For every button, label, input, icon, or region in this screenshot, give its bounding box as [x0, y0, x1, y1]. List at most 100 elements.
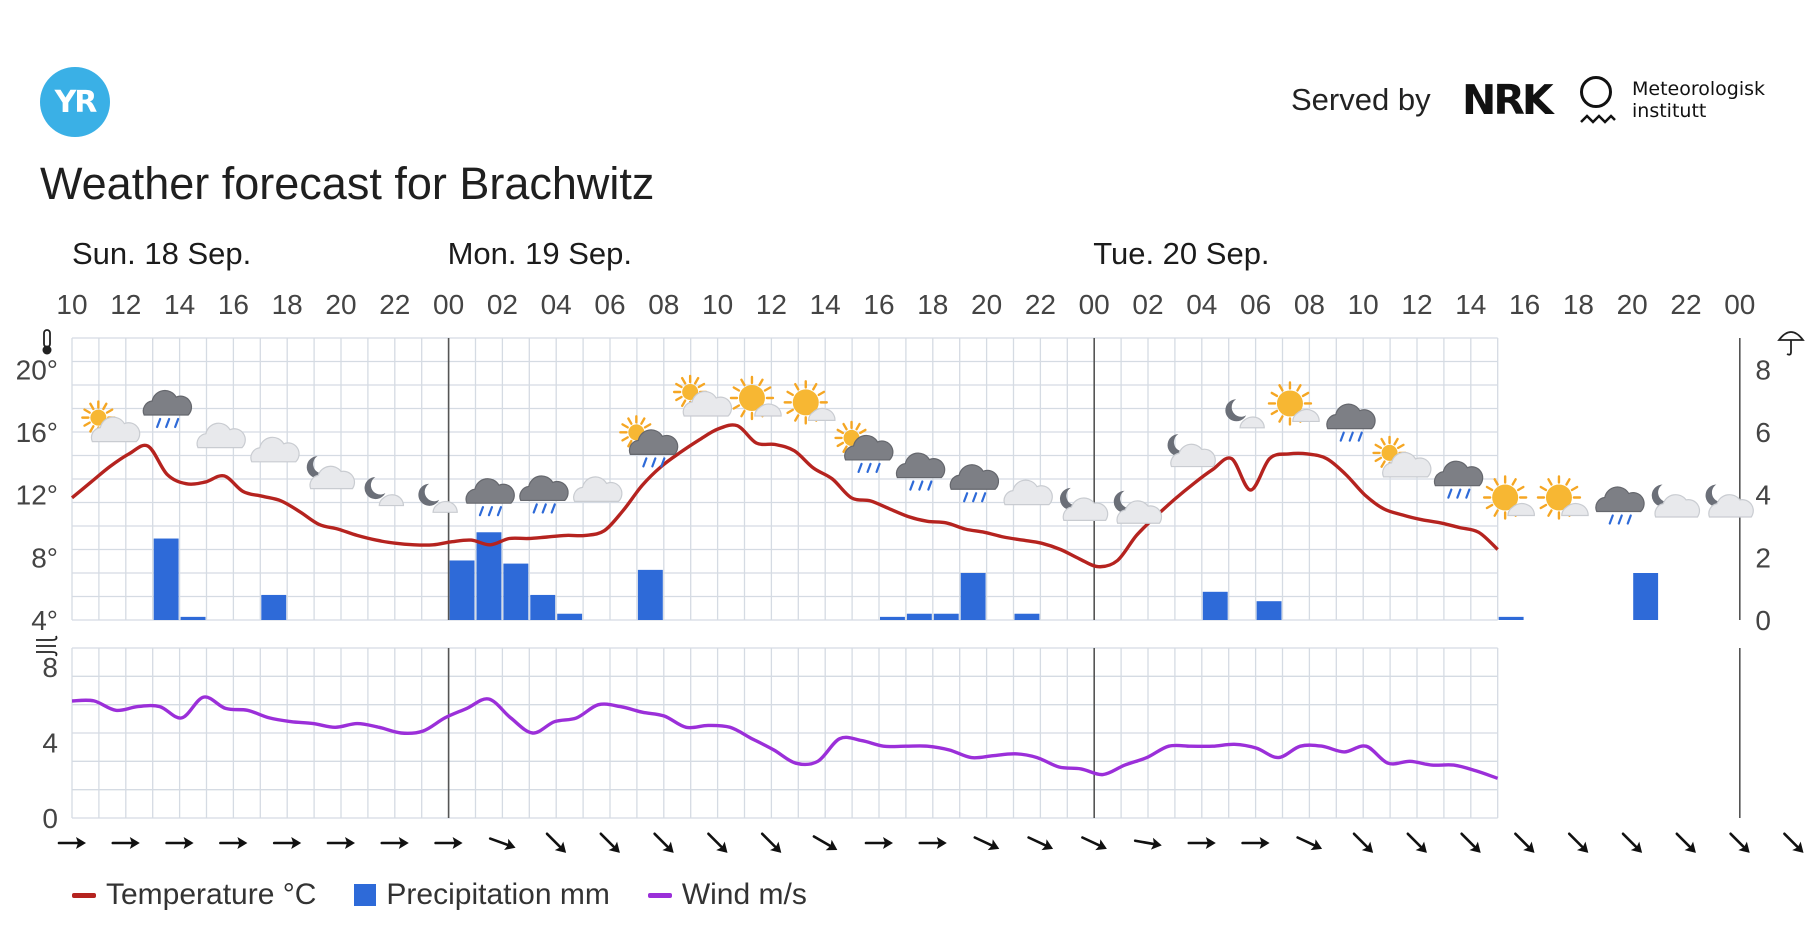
precip-bar	[880, 616, 905, 620]
legend-temperature-swatch	[72, 892, 96, 898]
wind-arrow-head	[1259, 837, 1270, 849]
rain-drop	[1608, 514, 1614, 525]
partly-cloudy-day-icon	[81, 400, 141, 443]
sun-ray	[732, 386, 741, 392]
precip-bar	[906, 613, 932, 620]
rain-drop	[981, 492, 987, 503]
sun-disc	[1545, 484, 1572, 511]
sun-ray	[763, 386, 772, 392]
rain-drop	[1348, 431, 1354, 442]
hour-label: 16	[1509, 289, 1540, 320]
sun-ray	[89, 402, 95, 411]
cloud-shape	[1292, 408, 1320, 423]
yr-logo[interactable]: YR	[40, 67, 110, 137]
moon-shape	[1059, 487, 1081, 510]
fair-day-icon	[1536, 475, 1589, 520]
rain-cloud-icon	[1595, 486, 1645, 525]
wind-arrow-head	[1738, 841, 1750, 853]
wind-arrow-shaft	[1729, 832, 1748, 851]
wind-arrow-shaft	[545, 832, 564, 851]
wind-arrow	[1352, 832, 1374, 853]
hour-label: 12	[756, 289, 787, 320]
sun-ray	[1539, 485, 1548, 492]
sun-ray	[621, 423, 629, 429]
cloud-shape	[1062, 497, 1109, 521]
moon-shape	[418, 483, 440, 506]
wind-stroke	[36, 651, 58, 657]
precip-tick-label: 4	[1755, 480, 1771, 511]
hour-label: 18	[917, 289, 948, 320]
cloud-shape	[1507, 502, 1535, 517]
hour-label: 10	[1348, 289, 1379, 320]
wind-arrow	[1621, 832, 1643, 853]
precip-bar	[1633, 573, 1659, 620]
hour-label: 08	[648, 289, 679, 320]
wind-arrow-head	[291, 837, 302, 849]
thermometer-icon	[42, 329, 52, 355]
wind-arrow-shaft	[488, 837, 513, 848]
wind-arrow-head	[237, 837, 248, 849]
hour-label: 22	[1025, 289, 1056, 320]
wind-arrow	[434, 837, 463, 849]
wind-arrow	[380, 837, 409, 849]
sun-ray	[1397, 443, 1405, 450]
cloud-shape	[1382, 451, 1432, 478]
wind-icon	[36, 635, 58, 657]
wind-arrow-shaft	[1296, 836, 1319, 849]
cloud-shape	[378, 494, 405, 507]
met-institute-logo[interactable]: Meteorologisk institutt	[1580, 74, 1780, 134]
cloud-shape	[1116, 500, 1163, 524]
sun-ray	[1565, 478, 1571, 486]
sun-disc	[1276, 390, 1303, 417]
sun-ray	[1547, 509, 1553, 517]
cloud-shape	[949, 464, 1000, 490]
legend-wind: Wind m/s	[647, 878, 807, 912]
hour-label: 18	[272, 289, 303, 320]
rain-cloud-icon	[142, 389, 193, 429]
hour-label: 10	[702, 289, 733, 320]
sun-ray	[83, 408, 91, 414]
wind-arrow-shaft	[1081, 836, 1104, 849]
precip-bar	[960, 573, 986, 620]
moon-shape	[1651, 484, 1673, 507]
rain-drop	[1617, 514, 1623, 525]
wind-arrow	[165, 837, 194, 849]
wind-direction-arrows	[57, 832, 1804, 853]
precip-bar	[503, 563, 529, 620]
thermometer-bulb	[42, 345, 52, 355]
sun-ray	[1516, 485, 1525, 492]
moon-shape	[1225, 399, 1247, 422]
wind-arrow-head	[76, 837, 86, 849]
hour-label: 02	[1132, 289, 1163, 320]
wind-arrow	[1675, 832, 1696, 853]
rain-drop	[156, 417, 162, 429]
rain-drop	[174, 417, 180, 429]
wind-arrow-head	[1684, 841, 1696, 853]
wind-arrow-head	[1469, 841, 1481, 853]
rain-drop	[857, 462, 863, 474]
wind-arrow-head	[345, 837, 355, 849]
wind-tick-label: 4	[42, 727, 58, 758]
wind-arrow-head	[1205, 837, 1216, 849]
rain-drop	[1465, 488, 1471, 499]
met-institute-name: Meteorologisk institutt	[1632, 78, 1765, 122]
sun-ray	[794, 382, 800, 391]
rain-sun-icon	[619, 415, 679, 468]
sun-ray	[697, 382, 706, 389]
precip-bar	[1256, 601, 1282, 620]
hour-label: 20	[1617, 289, 1648, 320]
precip-bar	[933, 613, 959, 620]
sun-ray	[1493, 509, 1499, 517]
wind-arrow	[111, 837, 140, 849]
sun-ray	[1547, 478, 1553, 486]
sun-ray	[1380, 437, 1386, 446]
partly-cloudy-day-icon	[1372, 435, 1432, 478]
wind-arrow	[812, 835, 838, 851]
nrk-logo[interactable]: NRK	[1462, 76, 1554, 124]
temp-tick-label: 16°	[16, 417, 58, 448]
day-label-2: Tue. 20 Sep.	[1093, 236, 1269, 271]
cloud-shape	[628, 429, 679, 455]
wind-arrow	[1460, 832, 1481, 853]
cloudy-icon	[573, 476, 623, 502]
sun-ray	[1539, 503, 1548, 510]
